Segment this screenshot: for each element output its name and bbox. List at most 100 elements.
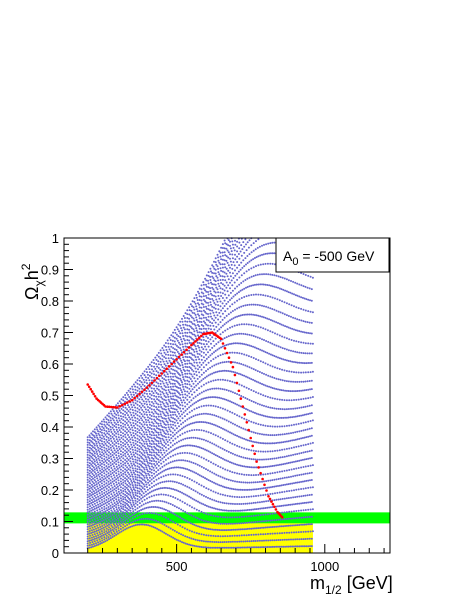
scan-point: [108, 533, 110, 536]
scan-point: [155, 443, 158, 446]
scan-point: [186, 494, 189, 497]
scan-point: [111, 477, 114, 480]
scan-point: [257, 546, 260, 549]
scan-point: [233, 249, 236, 252]
scan-point: [223, 247, 226, 250]
scan-point: [226, 469, 229, 472]
scan-point: [308, 450, 311, 453]
scan-point: [300, 406, 303, 409]
scan-point: [298, 495, 301, 498]
scan-point: [232, 317, 235, 320]
scan-point: [112, 474, 115, 477]
scan-point: [221, 258, 224, 261]
scan-point: [107, 513, 110, 516]
scan-point: [122, 484, 125, 487]
scan-point: [211, 275, 214, 278]
scan-point: [193, 429, 196, 431]
highlight-point: [114, 406, 117, 409]
scan-point: [231, 522, 234, 525]
scan-point: [245, 270, 248, 273]
scan-point: [225, 502, 228, 505]
scan-point: [311, 486, 314, 489]
scan-point: [181, 391, 183, 394]
scan-point: [265, 433, 268, 436]
scan-point: [306, 321, 309, 324]
scan-point: [117, 436, 120, 439]
scan-point: [127, 439, 130, 442]
scan-point: [229, 271, 231, 274]
scan-point: [140, 427, 143, 430]
scan-point: [307, 545, 310, 548]
scan-point: [275, 464, 278, 467]
scan-point: [225, 302, 228, 305]
scan-point: [196, 299, 199, 301]
scan-point: [205, 382, 208, 385]
scan-point: [188, 324, 191, 327]
scan-point: [261, 383, 263, 385]
scan-point: [277, 525, 279, 528]
scan-point: [99, 472, 102, 475]
scan-point: [188, 417, 191, 420]
scan-point: [136, 465, 139, 468]
scan-point: [274, 297, 276, 300]
scan-point: [124, 452, 127, 455]
scan-point: [95, 544, 98, 547]
scan-point: [143, 445, 146, 448]
scan-point: [262, 473, 265, 476]
scan-point: [294, 329, 297, 332]
scan-point: [196, 539, 199, 542]
scan-point: [186, 485, 189, 488]
scan-point: [259, 263, 262, 266]
scan-point: [197, 356, 199, 358]
scan-point: [264, 294, 267, 297]
scan-point: [200, 291, 203, 294]
scan-point: [86, 448, 89, 451]
scan-point: [218, 250, 221, 253]
scan-point: [122, 511, 124, 514]
scan-point: [147, 506, 150, 509]
scan-point: [258, 458, 261, 461]
scan-point: [234, 239, 236, 242]
scan-point: [219, 541, 222, 544]
scan-point: [90, 536, 93, 539]
scan-point: [309, 420, 312, 422]
scan-point: [175, 447, 178, 450]
scan-point: [141, 383, 144, 386]
scan-point: [116, 476, 119, 479]
scan-point: [136, 481, 139, 484]
scan-point: [198, 429, 201, 431]
scan-point: [305, 545, 308, 548]
scan-point: [297, 371, 300, 374]
scan-point: [247, 448, 250, 451]
scan-point: [118, 419, 121, 422]
scan-point: [238, 445, 241, 448]
scan-point: [223, 251, 226, 254]
scan-point: [179, 403, 182, 406]
scan-point: [145, 458, 148, 461]
scan-point: [274, 449, 276, 452]
scan-point: [198, 292, 201, 295]
scan-point: [223, 337, 226, 340]
scan-point: [227, 264, 230, 267]
scan-point: [287, 440, 290, 443]
scan-point: [192, 397, 195, 400]
scan-point: [150, 443, 153, 446]
scan-point: [250, 527, 253, 530]
scan-point: [164, 399, 167, 402]
scan-point: [128, 522, 131, 525]
scan-point: [148, 411, 151, 414]
scan-point: [89, 534, 92, 537]
scan-point: [153, 418, 156, 421]
scan-point: [219, 321, 222, 324]
scan-point: [263, 372, 265, 375]
scan-point: [166, 403, 169, 406]
scan-point: [219, 535, 222, 538]
scan-point: [175, 466, 178, 469]
scan-point: [197, 313, 199, 316]
scan-point: [146, 460, 148, 463]
scan-point: [232, 295, 235, 298]
scan-point: [171, 420, 174, 423]
scan-point: [188, 376, 191, 379]
scan-point: [182, 378, 185, 381]
scan-point: [175, 514, 178, 517]
